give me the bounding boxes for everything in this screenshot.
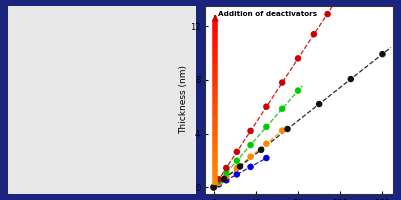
Point [223,179,229,182]
Point [234,150,240,153]
Point [263,156,269,160]
Point [247,129,254,132]
Point [211,186,217,189]
Point [316,102,322,106]
Point [324,12,331,16]
Point [234,173,240,176]
Point [279,107,286,110]
Point [258,148,264,151]
Point [263,142,269,145]
Point [263,125,269,128]
Point [263,105,269,108]
Point [211,186,217,189]
Point [211,186,217,189]
Point [223,171,229,174]
Point [221,177,227,181]
Point [379,52,386,56]
Point [311,33,317,36]
Point [216,180,222,183]
Point [279,129,286,132]
Point [247,165,254,168]
Point [223,166,229,170]
Point [284,127,291,131]
Point [216,181,222,185]
Point [295,57,301,60]
Point [211,186,217,189]
Point [348,77,354,81]
Point [279,81,286,84]
Text: Addition of deactivators: Addition of deactivators [219,11,318,17]
Point [216,178,222,181]
Point [234,166,240,170]
Point [237,165,243,168]
Point [247,143,254,147]
Point [295,89,301,92]
Point [223,175,229,178]
Point [211,186,217,189]
Y-axis label: Thickness (nm): Thickness (nm) [179,66,188,134]
Point [216,183,222,186]
Point [247,155,254,158]
Point [234,159,240,162]
